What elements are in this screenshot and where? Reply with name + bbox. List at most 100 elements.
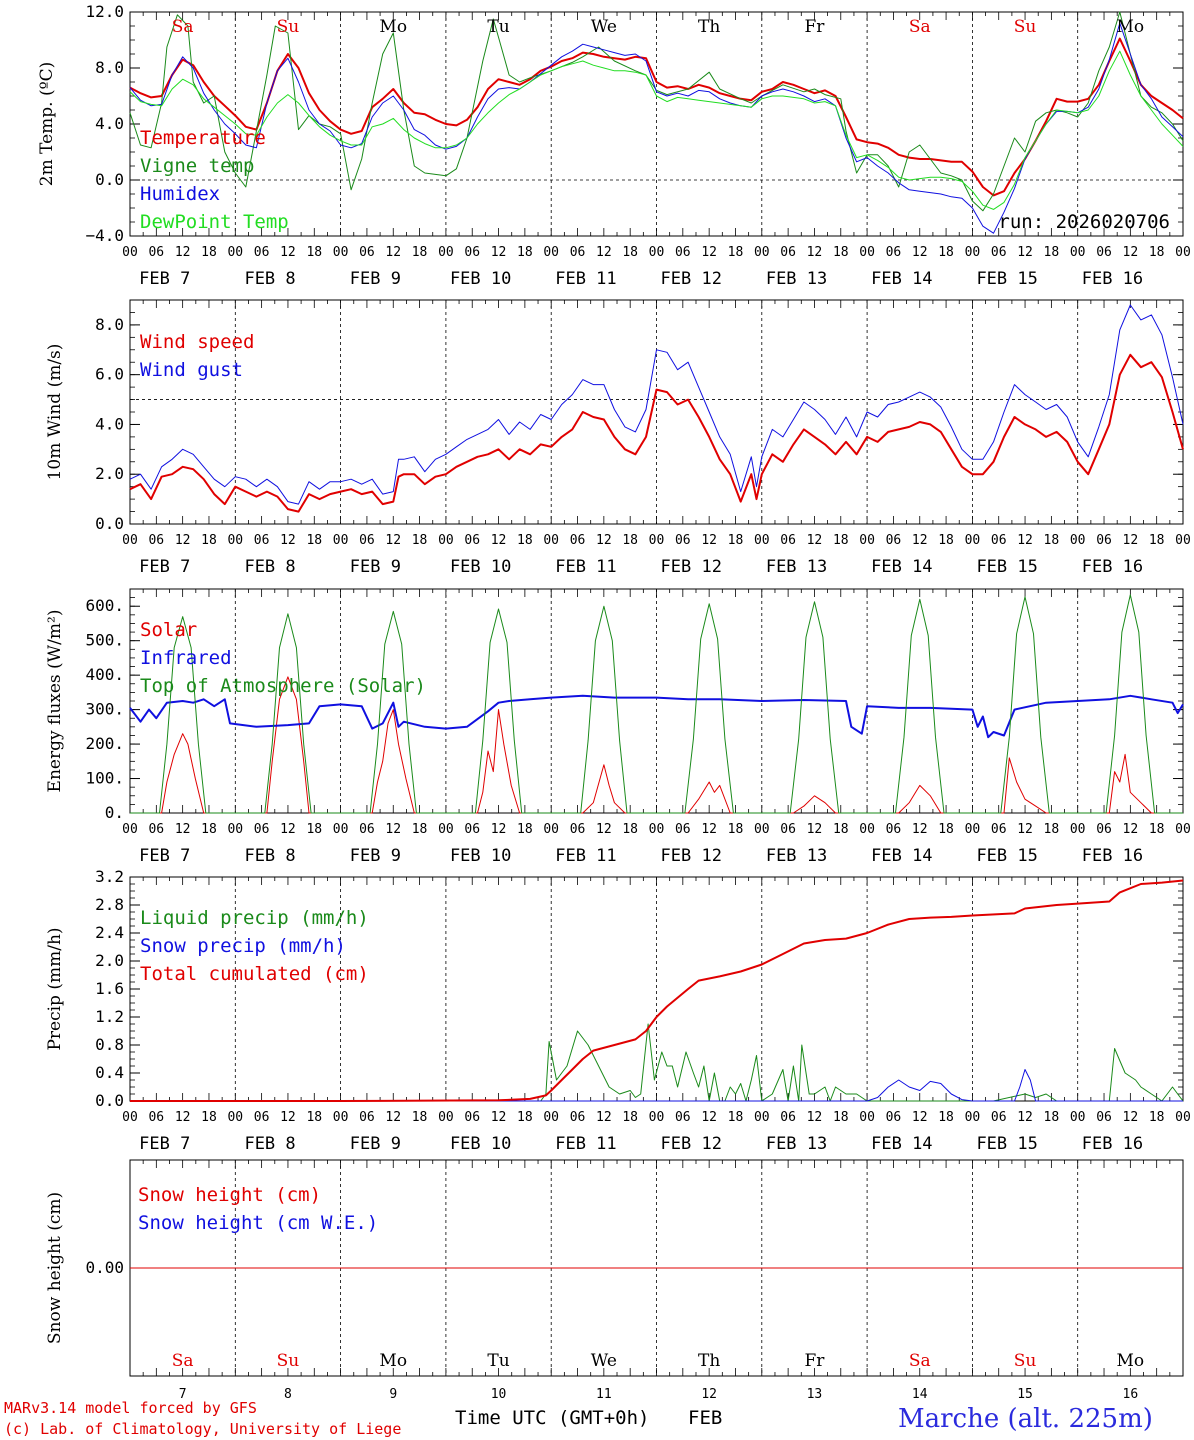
date-label: FEB 9 xyxy=(350,846,401,866)
y-tick-label: −4.0 xyxy=(85,226,124,245)
series-line-infrared xyxy=(129,694,1184,739)
hour-tick-label: 12 xyxy=(596,822,612,837)
legend-entry: Wind speed xyxy=(140,331,254,353)
weekday-label: Sa xyxy=(909,1351,931,1371)
hour-tick-label: 06 xyxy=(886,822,902,837)
hour-tick-label: 12 xyxy=(596,245,612,260)
hour-tick-label: 18 xyxy=(938,533,954,548)
hour-tick-label: 00 xyxy=(227,245,243,260)
short-date-label: 13 xyxy=(807,1387,823,1402)
weekday-label: Su xyxy=(277,17,300,37)
y-axis-label: 2m Temp. (ºC) xyxy=(37,62,57,187)
hour-tick-label: 12 xyxy=(385,533,401,548)
hour-tick-label: 18 xyxy=(517,822,533,837)
hour-tick-label: 00 xyxy=(754,533,770,548)
series-line-solar xyxy=(130,676,1183,814)
hour-tick-label: 12 xyxy=(912,1110,928,1125)
hour-tick-label: 06 xyxy=(359,533,375,548)
weekday-label: Mo xyxy=(379,1351,407,1371)
date-label: FEB 9 xyxy=(350,269,401,289)
hour-tick-label: 12 xyxy=(912,245,928,260)
hour-tick-label: 00 xyxy=(438,533,454,548)
hour-tick-label: 00 xyxy=(227,533,243,548)
date-label: FEB 7 xyxy=(139,846,190,866)
weekday-label: Fr xyxy=(804,17,825,37)
y-tick-label: 2.0 xyxy=(95,464,124,483)
y-tick-label: 12.0 xyxy=(85,2,124,21)
hour-tick-label: 06 xyxy=(1096,822,1112,837)
short-date-label: 14 xyxy=(912,1387,928,1402)
hour-tick-label: 00 xyxy=(859,533,875,548)
hour-tick-label: 06 xyxy=(464,245,480,260)
hour-tick-label: 00 xyxy=(438,245,454,260)
hour-tick-label: 06 xyxy=(464,822,480,837)
hour-tick-label: 12 xyxy=(912,533,928,548)
short-date-label: 9 xyxy=(389,1387,397,1402)
hour-tick-label: 00 xyxy=(754,822,770,837)
date-label: FEB 16 xyxy=(1082,269,1143,289)
hour-tick-label: 06 xyxy=(1096,1110,1112,1125)
series-line-vigne-temp xyxy=(129,11,1184,212)
date-label: FEB 11 xyxy=(555,846,616,866)
date-label: FEB 12 xyxy=(661,846,722,866)
date-label: FEB 16 xyxy=(1082,557,1143,577)
panel-frame xyxy=(129,11,1184,237)
footer-model: MARv3.14 model forced by GFS xyxy=(4,1399,257,1417)
hour-tick-label: 12 xyxy=(1123,822,1139,837)
weekday-label: We xyxy=(591,1351,617,1371)
weekday-label: Sa xyxy=(172,1351,194,1371)
hour-tick-label: 12 xyxy=(912,822,928,837)
panel-4: 3.2 2.8 2.4 2.0 1.6 1.2 0.8 0.4 0.0 Precip (mm/h)… xyxy=(45,867,1191,1154)
hour-tick-label: 12 xyxy=(596,1110,612,1125)
hour-tick-label: 00 xyxy=(859,245,875,260)
legend-entry: Vigne temp xyxy=(140,155,254,177)
legend-entry: Temperature xyxy=(140,127,266,149)
date-label: FEB 13 xyxy=(766,557,827,577)
hour-tick-label: 18 xyxy=(306,533,322,548)
hour-tick-label: 12 xyxy=(1017,1110,1033,1125)
hour-tick-label: 12 xyxy=(280,1110,296,1125)
date-label: FEB 16 xyxy=(1082,1134,1143,1154)
hour-tick-label: 12 xyxy=(175,1110,191,1125)
series-line-wind-gust xyxy=(129,304,1184,505)
date-label: FEB 8 xyxy=(244,557,295,577)
hour-tick-label: 00 xyxy=(754,245,770,260)
hour-tick-label: 00 xyxy=(1070,245,1086,260)
hour-tick-label: 12 xyxy=(280,533,296,548)
date-label: FEB 7 xyxy=(139,269,190,289)
hour-tick-label: 06 xyxy=(780,245,796,260)
hour-tick-label: 18 xyxy=(306,245,322,260)
date-label: FEB 10 xyxy=(450,269,511,289)
date-label: FEB 10 xyxy=(450,846,511,866)
hour-tick-label: 12 xyxy=(596,533,612,548)
y-tick-label: 0.0 xyxy=(95,1091,124,1110)
date-label: FEB 16 xyxy=(1082,846,1143,866)
hour-tick-label: 06 xyxy=(570,822,586,837)
hour-tick-label: 18 xyxy=(728,533,744,548)
short-date-label: 12 xyxy=(701,1387,717,1402)
hour-tick-label: 18 xyxy=(1149,1110,1165,1125)
hour-tick-label: 00 xyxy=(543,822,559,837)
panel-2: 8.0 6.0 4.0 2.0 0.0 10m Wind (m/s) Wind speed W… xyxy=(45,299,1191,577)
hour-tick-label: 18 xyxy=(1044,533,1060,548)
hour-tick-label: 06 xyxy=(991,1110,1007,1125)
weekday-label: Su xyxy=(1014,17,1037,37)
weekday-label: Sa xyxy=(172,17,194,37)
series-line-temperature xyxy=(129,37,1184,197)
hour-tick-label: 12 xyxy=(701,245,717,260)
hour-tick-label: 18 xyxy=(201,245,217,260)
hour-tick-label: 06 xyxy=(991,245,1007,260)
hour-tick-label: 06 xyxy=(464,533,480,548)
hour-tick-label: 06 xyxy=(675,245,691,260)
hour-tick-label: 06 xyxy=(780,533,796,548)
hour-tick-label: 00 xyxy=(1175,822,1191,837)
y-tick-label: 300. xyxy=(85,700,124,719)
hour-tick-label: 18 xyxy=(833,822,849,837)
weekday-label: Mo xyxy=(1117,17,1145,37)
hour-tick-label: 18 xyxy=(412,245,428,260)
date-label: FEB 7 xyxy=(139,557,190,577)
hour-tick-label: 00 xyxy=(122,533,138,548)
y-tick-label: 8.0 xyxy=(95,58,124,77)
hour-tick-label: 00 xyxy=(438,1110,454,1125)
panel-frame xyxy=(129,299,1184,525)
